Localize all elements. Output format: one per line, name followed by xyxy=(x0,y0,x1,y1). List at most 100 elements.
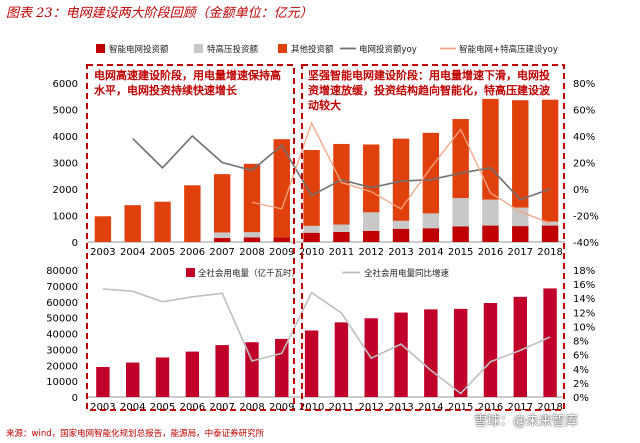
figure-title: 图表 23：电网建设两大阶段回顾（金额单位：亿元） xyxy=(6,6,313,21)
phase2-box xyxy=(301,64,565,411)
top-legend-label: 其他投资额 xyxy=(291,44,334,55)
bottom-x-tick-label: 2006 xyxy=(180,402,205,413)
bottom-y-tick-label: 0 xyxy=(72,393,78,404)
top-bar-segment xyxy=(184,185,201,242)
top-bar-segment xyxy=(512,226,529,242)
top-yoy-line xyxy=(132,134,551,201)
top-bar-segment xyxy=(422,213,440,229)
top-bar-segment xyxy=(273,139,290,238)
bottom-legend-swatch xyxy=(186,268,195,277)
bottom-y-tick-label: 20000 xyxy=(46,361,78,372)
top-legend-swatch xyxy=(278,44,287,53)
top-bar-segment xyxy=(303,225,320,233)
top-y-tick-label: 3000 xyxy=(53,159,78,170)
top-bar-segment xyxy=(363,212,380,231)
bottom-x-tick-label: 2003 xyxy=(90,402,115,413)
top-x-tick-label: 2007 xyxy=(209,247,234,258)
bottom-y-tick-label: 50000 xyxy=(46,314,78,325)
bottom-y-tick-label: 40000 xyxy=(46,330,78,341)
top-bar-segment xyxy=(213,232,231,239)
bottom-y-tick-label: 10000 xyxy=(46,377,78,388)
bottom-bar xyxy=(96,366,110,397)
top-bar-segment xyxy=(333,143,350,225)
top-x-tick-label: 2015 xyxy=(448,247,473,258)
watermark: 雪球：@未来智库 xyxy=(474,414,579,429)
bottom-bar xyxy=(155,357,170,397)
top-legend-label: 电网投资额yoy xyxy=(359,44,417,55)
bottom-yoy-line xyxy=(102,288,551,395)
top-y-tick-label: 1000 xyxy=(53,212,78,223)
bottom-y-tick-label: 70000 xyxy=(46,282,78,293)
top-bar-segment xyxy=(213,238,231,242)
top-bar-segment xyxy=(94,216,112,242)
top-bar-segment xyxy=(333,231,350,242)
bottom-y2-tick-label: 0% xyxy=(573,393,589,404)
bottom-x-tick-label: 2018 xyxy=(537,402,562,413)
top-legend-label: 智能电网投资额 xyxy=(109,44,169,55)
phase1-box xyxy=(86,64,295,411)
top-bar-segment xyxy=(392,228,410,242)
top-bar-segment xyxy=(154,201,171,242)
top-y-tick-label: 5000 xyxy=(53,106,78,117)
top-bar-segment xyxy=(363,144,380,213)
bottom-bar xyxy=(394,312,408,397)
top-legend-label: 特高压投资额 xyxy=(207,44,259,55)
top-bar-segment xyxy=(482,225,499,242)
bottom-x-tick-label: 2014 xyxy=(418,402,443,413)
bottom-x-tick-label: 2007 xyxy=(209,402,234,413)
top-x-tick-label: 2006 xyxy=(180,247,205,258)
bottom-y2-tick-label: 6% xyxy=(573,351,589,362)
top-bar-segment xyxy=(541,99,559,222)
top-bar-segment xyxy=(452,198,469,227)
top-yoy-line xyxy=(251,121,551,225)
top-x-tick-label: 2010 xyxy=(299,247,324,258)
bottom-y-tick-label: 80000 xyxy=(46,266,78,277)
bottom-bar xyxy=(334,322,349,397)
top-y2-tick-label: 40% xyxy=(573,132,595,143)
phase2-annotation: 坚强智能电网建设阶段：用电量增速下滑，电网投资增速放缓，投资结构趋向智能化，特高… xyxy=(308,68,551,112)
bottom-y2-tick-label: 10% xyxy=(573,322,595,333)
top-x-tick-label: 2005 xyxy=(150,247,175,258)
top-bar-segment xyxy=(273,237,290,242)
bottom-x-tick-label: 2011 xyxy=(329,402,354,413)
top-bar-segment xyxy=(243,232,261,238)
bottom-x-tick-label: 2015 xyxy=(448,402,473,413)
top-bar-segment xyxy=(541,221,559,226)
top-bar-segment xyxy=(422,132,440,214)
top-bar-segment xyxy=(333,224,350,232)
bottom-x-tick-label: 2016 xyxy=(478,402,503,413)
top-x-tick-label: 2012 xyxy=(358,247,383,258)
bottom-legend-label: 全社会用电量（亿千瓦时） xyxy=(198,268,300,279)
top-bar-segment xyxy=(512,100,529,208)
top-bar-segment xyxy=(243,237,261,242)
bottom-bar xyxy=(126,362,140,397)
top-bar-segment xyxy=(392,138,410,221)
top-bar-segment xyxy=(512,207,529,227)
top-x-tick-label: 2018 xyxy=(537,247,562,258)
bottom-x-tick-label: 2012 xyxy=(358,402,383,413)
top-x-tick-label: 2014 xyxy=(418,247,443,258)
bottom-x-tick-label: 2017 xyxy=(508,402,533,413)
bottom-x-tick-label: 2010 xyxy=(299,402,324,413)
top-bar-segment xyxy=(303,150,320,226)
bottom-bar xyxy=(424,309,438,397)
bottom-bar xyxy=(275,338,289,397)
top-bar-segment xyxy=(482,199,499,226)
bottom-bar xyxy=(245,342,259,397)
top-bar-segment xyxy=(124,205,141,242)
bottom-bar xyxy=(543,288,557,397)
top-x-tick-label: 2013 xyxy=(388,247,413,258)
bottom-bar xyxy=(304,330,319,397)
bottom-y2-tick-label: 4% xyxy=(573,365,589,376)
bottom-y-tick-label: 60000 xyxy=(46,298,78,309)
top-legend-swatch xyxy=(96,44,105,53)
top-x-tick-label: 2009 xyxy=(269,247,294,258)
top-bar-segment xyxy=(213,174,231,233)
phase1-annotation: 电网高速建设阶段，用电量增速保持高水平，电网投资持续快速增长 xyxy=(94,68,281,97)
bottom-y2-tick-label: 18% xyxy=(573,266,595,277)
top-y2-tick-label: 60% xyxy=(573,106,595,117)
bottom-y2-tick-label: 14% xyxy=(573,294,595,305)
top-x-tick-label: 2011 xyxy=(329,247,354,258)
top-x-tick-label: 2004 xyxy=(120,247,145,258)
